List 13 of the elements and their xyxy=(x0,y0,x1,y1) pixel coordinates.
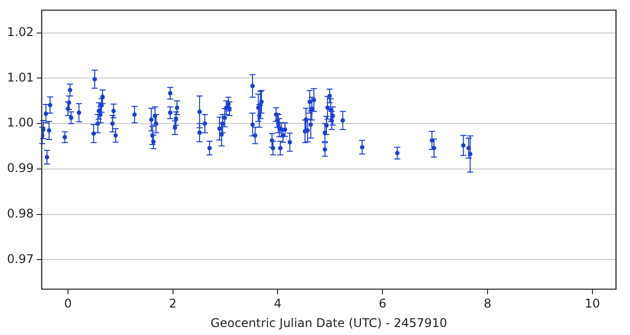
y-tick-label: 0.98 xyxy=(7,206,34,220)
y-tick-label: 1.02 xyxy=(7,25,34,40)
x-tick-label: 10 xyxy=(584,296,600,311)
x-tick-label: 8 xyxy=(484,296,492,311)
x-tick-label: 4 xyxy=(274,296,282,311)
y-tick-label: 1.00 xyxy=(7,116,34,130)
x-tick-label: 2 xyxy=(169,296,177,311)
x-tick-label: 0 xyxy=(64,296,72,311)
x-axis-title: Geocentric Julian Date (UTC) - 2457910 xyxy=(210,316,448,330)
x-tick-label: 6 xyxy=(378,296,386,311)
y-tick-label: 0.99 xyxy=(7,161,34,176)
y-tick-label: 1.01 xyxy=(7,70,34,84)
y-tick-label: 0.97 xyxy=(7,252,34,266)
